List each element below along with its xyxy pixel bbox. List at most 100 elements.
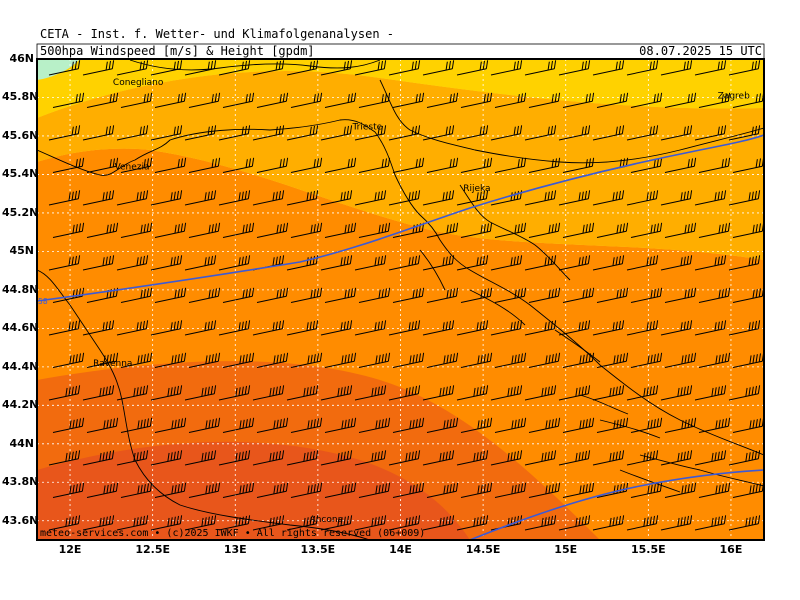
wind-barb (524, 190, 557, 206)
wind-barb (592, 450, 625, 466)
wind-barb (82, 450, 115, 466)
lon-tick-label: 14.5E (465, 543, 501, 556)
wind-barb (354, 320, 387, 336)
calm-corner (37, 59, 80, 80)
lon-tick-label: 13.5E (300, 543, 336, 556)
wind-barb (116, 450, 149, 466)
wind-barb (388, 515, 421, 531)
wind-barb (388, 190, 421, 206)
wind-barb (698, 417, 731, 433)
wind-barb (324, 157, 357, 173)
wind-barb (154, 92, 187, 108)
wind-barb (256, 417, 289, 433)
wind-barb (460, 287, 493, 303)
wind-barb (358, 92, 391, 108)
wind-barb (494, 482, 527, 498)
wind-barb (762, 198, 764, 206)
wind-barb (358, 287, 391, 303)
wind-barb (626, 255, 659, 271)
lat-tick-label: 43.6N (2, 513, 39, 527)
wind-barb (630, 287, 663, 303)
wind-barb (422, 190, 455, 206)
wind-barb (562, 92, 595, 108)
wind-barb (286, 515, 319, 531)
wind-barb (698, 92, 731, 108)
wind-barb (222, 92, 255, 108)
city-label: Conegliano (113, 78, 164, 88)
wind-barb (52, 417, 85, 433)
valid-time: 08.07.2025 15 UTC (639, 44, 762, 58)
wind-barb (728, 255, 761, 271)
wind-barb (490, 255, 523, 271)
lat-tick-label: 45.2N (2, 205, 39, 219)
wind-barb (324, 92, 357, 108)
wind-barb (286, 125, 319, 141)
wind-barb (762, 263, 764, 271)
wind-barb (256, 222, 289, 238)
wind-barb (388, 385, 421, 401)
wind-barb (358, 482, 391, 498)
wind-barb (426, 352, 459, 368)
lat-tick-label: 45N (9, 244, 34, 258)
wind-barb (494, 417, 527, 433)
wind-barb (324, 417, 357, 433)
wind-barb (218, 255, 251, 271)
wind-barb (392, 352, 425, 368)
lat-tick-label: 44N (9, 436, 34, 450)
wind-barb (694, 450, 727, 466)
wind-barb (698, 287, 731, 303)
wind-barb (218, 190, 251, 206)
wind-barb (626, 60, 659, 76)
wind-barb (150, 125, 183, 141)
wind-barb (154, 417, 187, 433)
wind-barb (358, 417, 391, 433)
wind-barb (290, 482, 323, 498)
wind-barb (154, 222, 187, 238)
wind-barb (320, 450, 353, 466)
wind-barb (188, 222, 221, 238)
wind-barb (765, 93, 799, 108)
wind-barb (256, 482, 289, 498)
wind-barb (252, 60, 285, 76)
wind-barb (694, 515, 727, 531)
wind-barb (762, 523, 764, 531)
wind-barb (320, 190, 353, 206)
wind-barb (558, 450, 591, 466)
wind-barb (660, 190, 693, 206)
wind-barb (86, 417, 119, 433)
wind-barb (762, 328, 764, 336)
wind-barb (120, 352, 153, 368)
wind-barb (562, 417, 595, 433)
wind-barb (524, 450, 557, 466)
wind-barb (422, 385, 455, 401)
wind-barb (460, 482, 493, 498)
wind-barb (456, 125, 489, 141)
wind-barb (765, 483, 799, 498)
wind-barb (290, 92, 323, 108)
wind-barb (392, 157, 425, 173)
wind-barb (120, 222, 153, 238)
wind-barb (694, 190, 727, 206)
wind-barb (562, 352, 595, 368)
wind-barb (728, 515, 761, 531)
wind-barb (222, 352, 255, 368)
wind-barb (762, 458, 764, 466)
wind-barb (86, 157, 119, 173)
wind-barb (256, 287, 289, 303)
title-box (36, 43, 765, 60)
wind-barb (698, 157, 731, 173)
wind-barb (324, 352, 357, 368)
lat-tick-label: 44.6N (2, 321, 39, 335)
wind-barb (596, 222, 629, 238)
wind-barb (188, 157, 221, 173)
wind-barb (48, 255, 81, 271)
wind-barb (456, 255, 489, 271)
wind-barb (358, 222, 391, 238)
lat-tick-label: 44.4N (2, 359, 39, 373)
wind-barb (528, 417, 561, 433)
wind-barb (256, 157, 289, 173)
wind-barb (82, 385, 115, 401)
wind-barb (630, 352, 663, 368)
wind-barb (596, 287, 629, 303)
